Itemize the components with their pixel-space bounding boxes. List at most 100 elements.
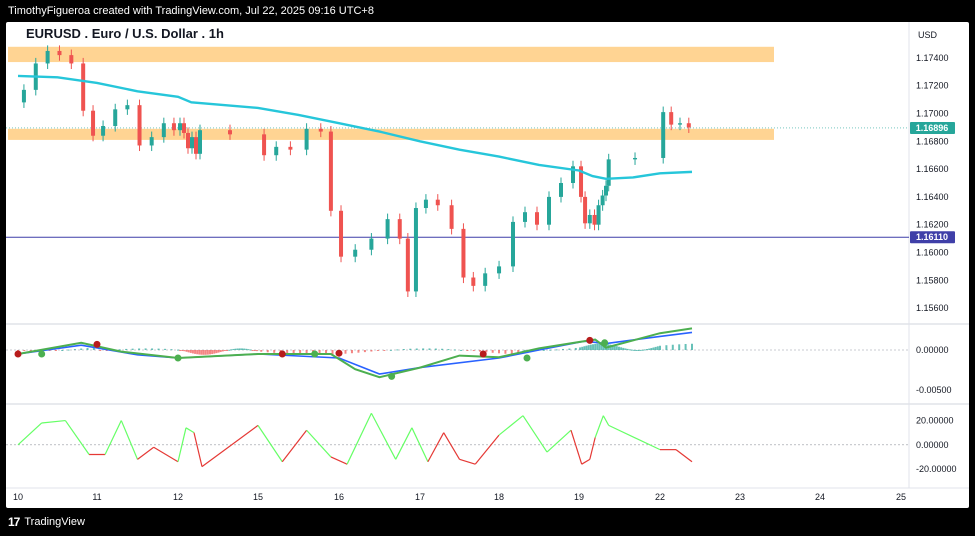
ind2-segment	[330, 456, 348, 465]
candle-body	[369, 238, 374, 250]
candle-body	[405, 238, 410, 292]
ind1-hist-bar	[73, 349, 76, 351]
ind1-hist-bar	[189, 350, 192, 353]
candle-body	[385, 219, 390, 239]
ind2-segment	[177, 427, 187, 462]
ind1-hist-bar	[415, 348, 418, 350]
ind1-cross-dot	[523, 354, 531, 362]
candle-body	[633, 157, 638, 160]
ind2-segment	[193, 432, 203, 467]
ind1-hist-bar	[80, 348, 83, 350]
candle-body	[461, 228, 466, 278]
ind1-hist-bar	[211, 350, 214, 355]
ind1-hist-bar	[183, 350, 186, 352]
ma-line	[17, 74, 693, 181]
ind1-hist-bar	[198, 350, 201, 355]
candle-body	[125, 105, 130, 110]
ind1-hist-bar	[196, 350, 199, 355]
ind1-hist-bar	[441, 348, 444, 350]
ind1-hist-bar	[466, 350, 469, 351]
candle-body	[198, 130, 202, 154]
ind2-segment	[459, 458, 476, 465]
ind1-hist-bar	[562, 348, 564, 350]
candle-body	[81, 63, 86, 111]
ind1-hist-bar	[659, 345, 661, 350]
ind1-hist-bar	[504, 350, 507, 354]
ind1-hist-bar	[409, 348, 412, 350]
ind2-segment	[104, 420, 122, 455]
ind1-hist-bar	[633, 349, 636, 351]
ind1-hist-bar	[200, 350, 203, 355]
price-badge-bg-1	[910, 121, 955, 134]
ind1-cross-dot	[311, 350, 319, 358]
time-tick: 25	[896, 492, 906, 502]
candle-body	[186, 132, 190, 149]
tradingview-logo[interactable]: 17 TradingView	[8, 515, 85, 529]
chart-title: EURUSD . Euro / U.S. Dollar . 1h	[26, 26, 224, 41]
ind1-hist-bar	[23, 350, 26, 351]
candle-body	[435, 199, 440, 206]
ind1-hist-bar	[350, 350, 353, 354]
ind1-hist-bar	[624, 348, 627, 350]
ind1-hist-bar	[611, 345, 614, 350]
candle-body	[57, 50, 62, 56]
ind1-hist-bar	[587, 345, 590, 350]
candle-body	[190, 137, 194, 149]
ind2-segment	[153, 446, 179, 463]
ind1-cross-dot	[335, 349, 343, 357]
ind1-hist-bar	[594, 343, 597, 350]
ind2-segment	[306, 429, 332, 458]
ind1-hist-bar	[105, 350, 108, 351]
ind1-hist-bar	[238, 348, 241, 350]
ind2-segment	[281, 429, 308, 463]
ind1-hist-bar	[665, 345, 668, 350]
ind1-hist-bar	[583, 346, 586, 350]
attribution-text: TimothyFigueroa created with TradingView…	[8, 5, 374, 17]
price-badge-bg-2	[910, 231, 955, 244]
price-badge-1: 1.16896	[916, 123, 949, 133]
ind1-hist-bar	[202, 350, 205, 355]
ind2-segment	[346, 413, 372, 465]
price-tick: 1.17200	[916, 81, 949, 91]
candle-body	[583, 196, 588, 224]
chart-frame[interactable]	[6, 22, 969, 508]
ind1-hist-bar	[164, 348, 167, 350]
time-tick: 19	[574, 492, 584, 502]
ind2-segment	[185, 427, 195, 434]
candle-body	[113, 109, 118, 127]
ind2-segment	[602, 415, 610, 426]
candle-body	[604, 185, 608, 196]
price-tick: 1.16800	[916, 136, 949, 146]
ind1-hist-bar	[194, 350, 197, 354]
ind1-hist-bar	[447, 349, 450, 351]
ind1-hist-bar	[305, 350, 308, 355]
footer-bar	[0, 508, 975, 536]
ind1-hist-bar	[241, 348, 243, 350]
candle-body	[288, 146, 293, 150]
ind2-segment	[589, 437, 596, 460]
ind1-main-line	[17, 327, 693, 379]
ind1-hist-bar	[221, 350, 224, 352]
ind1-hist-bar	[223, 350, 226, 351]
ind1-hist-bar	[253, 350, 256, 351]
ind1-hist-bar	[491, 350, 494, 353]
ind1-hist-bar	[318, 350, 321, 355]
ind2-segment	[608, 424, 661, 451]
ind1-hist-bar	[54, 350, 57, 351]
ind1-hist-bar	[635, 349, 638, 351]
candle-body	[318, 128, 323, 132]
ind2-segment	[427, 432, 445, 463]
ind1-hist-bar	[204, 350, 207, 355]
ind1-hist-bar	[181, 350, 184, 351]
ind1-hist-bar	[177, 349, 179, 351]
candle-body	[579, 166, 584, 197]
candle-body	[161, 123, 166, 138]
ind1-hist-bar	[485, 350, 488, 353]
ind1-hist-bar	[243, 348, 246, 350]
ind1-hist-bar	[626, 348, 629, 350]
ind1-cross-dot	[479, 350, 487, 358]
ind1-hist-bar	[236, 348, 239, 350]
ind1-hist-bar	[628, 349, 631, 351]
ind1-hist-bar	[157, 348, 160, 350]
